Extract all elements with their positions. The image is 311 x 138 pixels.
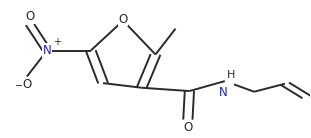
Text: O: O bbox=[183, 121, 193, 134]
Text: N: N bbox=[219, 86, 227, 99]
Text: O: O bbox=[26, 10, 35, 23]
Text: −: − bbox=[15, 81, 23, 91]
Text: O: O bbox=[118, 13, 128, 26]
Text: N: N bbox=[43, 44, 51, 57]
Text: O: O bbox=[22, 78, 32, 91]
Text: H: H bbox=[226, 70, 235, 80]
Text: +: + bbox=[53, 37, 61, 47]
